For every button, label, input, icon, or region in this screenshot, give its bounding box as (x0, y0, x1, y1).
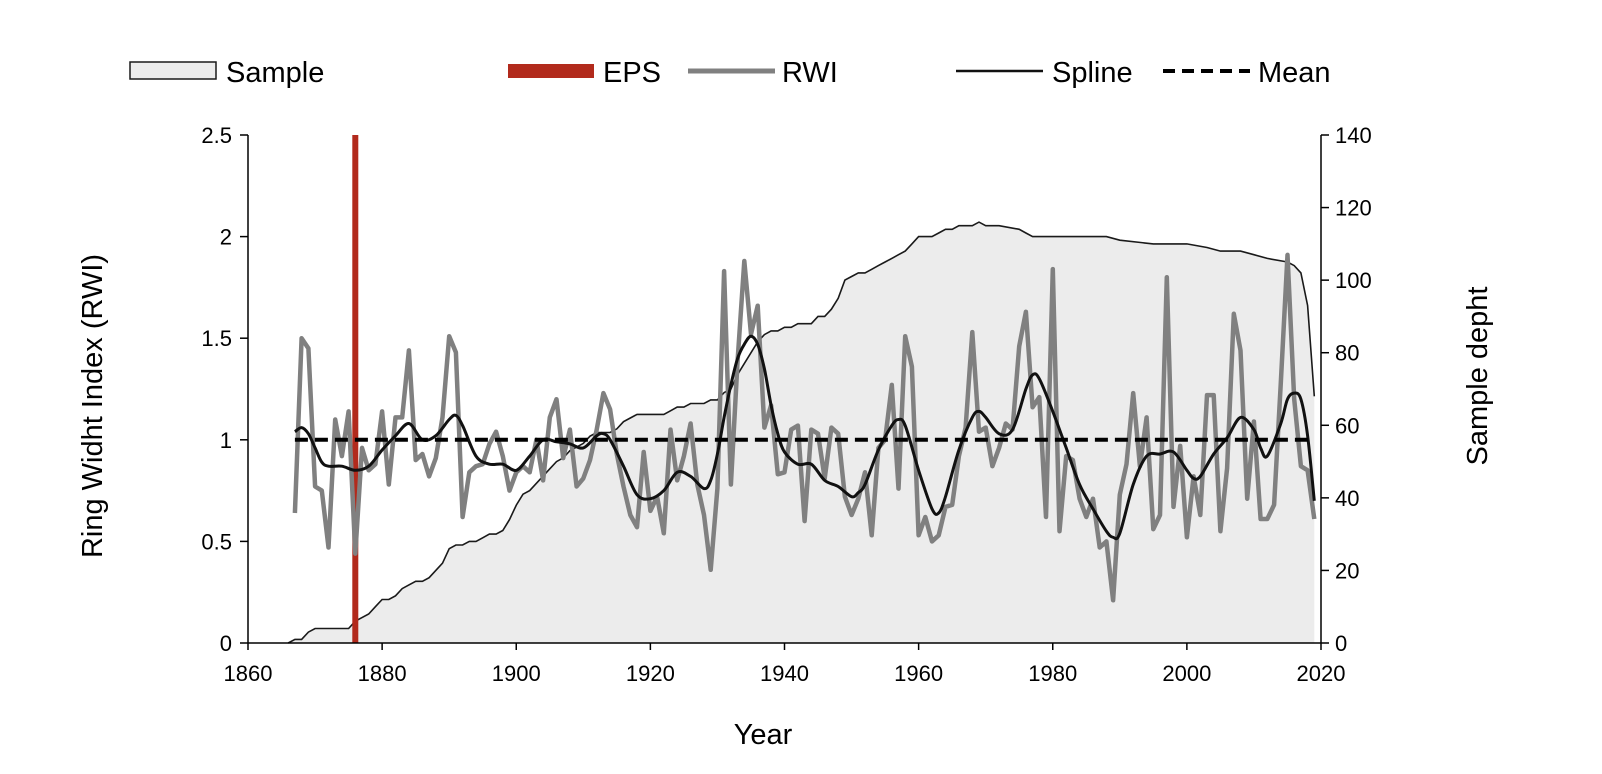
legend-item-rwi: RWI (688, 57, 838, 89)
x-tick-label: 1880 (358, 661, 407, 686)
legend: Sample EPS RWI Spline Mean (129, 57, 1331, 89)
legend-label-rwi: RWI (782, 57, 838, 89)
legend-item-mean: Mean (1163, 57, 1331, 89)
rwi-series (292, 252, 1317, 603)
x-axis-title: Year (734, 719, 793, 751)
y-tick-label-right: 120 (1335, 196, 1372, 221)
y-tick-label-left: 0 (220, 631, 232, 656)
y-tick-label-left: 2.5 (201, 123, 232, 148)
sample-depth-fill (288, 222, 1315, 643)
y-tick-label-right: 100 (1335, 268, 1372, 293)
x-tick-label: 1860 (224, 661, 273, 686)
y-tick-label-right: 0 (1335, 631, 1347, 656)
sample-depth-area (287, 221, 1316, 644)
axes: 1860 1880 1900 1920 1940 1960 1980 2000 202000.5… (201, 123, 1371, 686)
y-tick-label-right: 40 (1335, 486, 1359, 511)
y-tick-label-right: 20 (1335, 558, 1359, 583)
spline-series (294, 334, 1316, 541)
eps-bar (352, 135, 359, 643)
y-tick-label-left: 1.5 (201, 326, 232, 351)
legend-label-spline: Spline (1052, 57, 1133, 89)
legend-item-eps: EPS (508, 57, 661, 89)
legend-label-sample: Sample (226, 57, 324, 89)
x-tick-label: 1940 (760, 661, 809, 686)
legend-item-sample: Sample (129, 57, 324, 89)
y-tick-label-left: 0.5 (201, 529, 232, 554)
spline-line (294, 334, 1316, 541)
legend-swatch-eps (508, 64, 594, 78)
x-tick-label: 1920 (626, 661, 675, 686)
x-tick-label: 1960 (894, 661, 943, 686)
x-tick-label: 1900 (492, 661, 541, 686)
legend-label-mean: Mean (1258, 57, 1331, 89)
eps-marker (352, 135, 359, 643)
legend-label-eps: EPS (603, 57, 661, 89)
legend-item-spline: Spline (956, 57, 1133, 89)
sample-depth-line (287, 221, 1316, 644)
y-tick-label-right: 60 (1335, 413, 1359, 438)
x-tick-label: 2020 (1297, 661, 1346, 686)
y-tick-label-right: 80 (1335, 341, 1359, 366)
rwi-line (292, 252, 1317, 603)
x-tick-label: 2000 (1162, 661, 1211, 686)
y-tick-label-left: 1 (220, 428, 232, 453)
x-tick-label: 1980 (1028, 661, 1077, 686)
legend-swatch-sample (129, 61, 217, 80)
y-tick-label-left: 2 (220, 225, 232, 250)
y-axis-title-left: Ring Widht Index (RWI) (77, 254, 109, 558)
y-tick-label-right: 140 (1335, 123, 1372, 148)
y-axis-title-right: Sample depht (1462, 287, 1494, 466)
